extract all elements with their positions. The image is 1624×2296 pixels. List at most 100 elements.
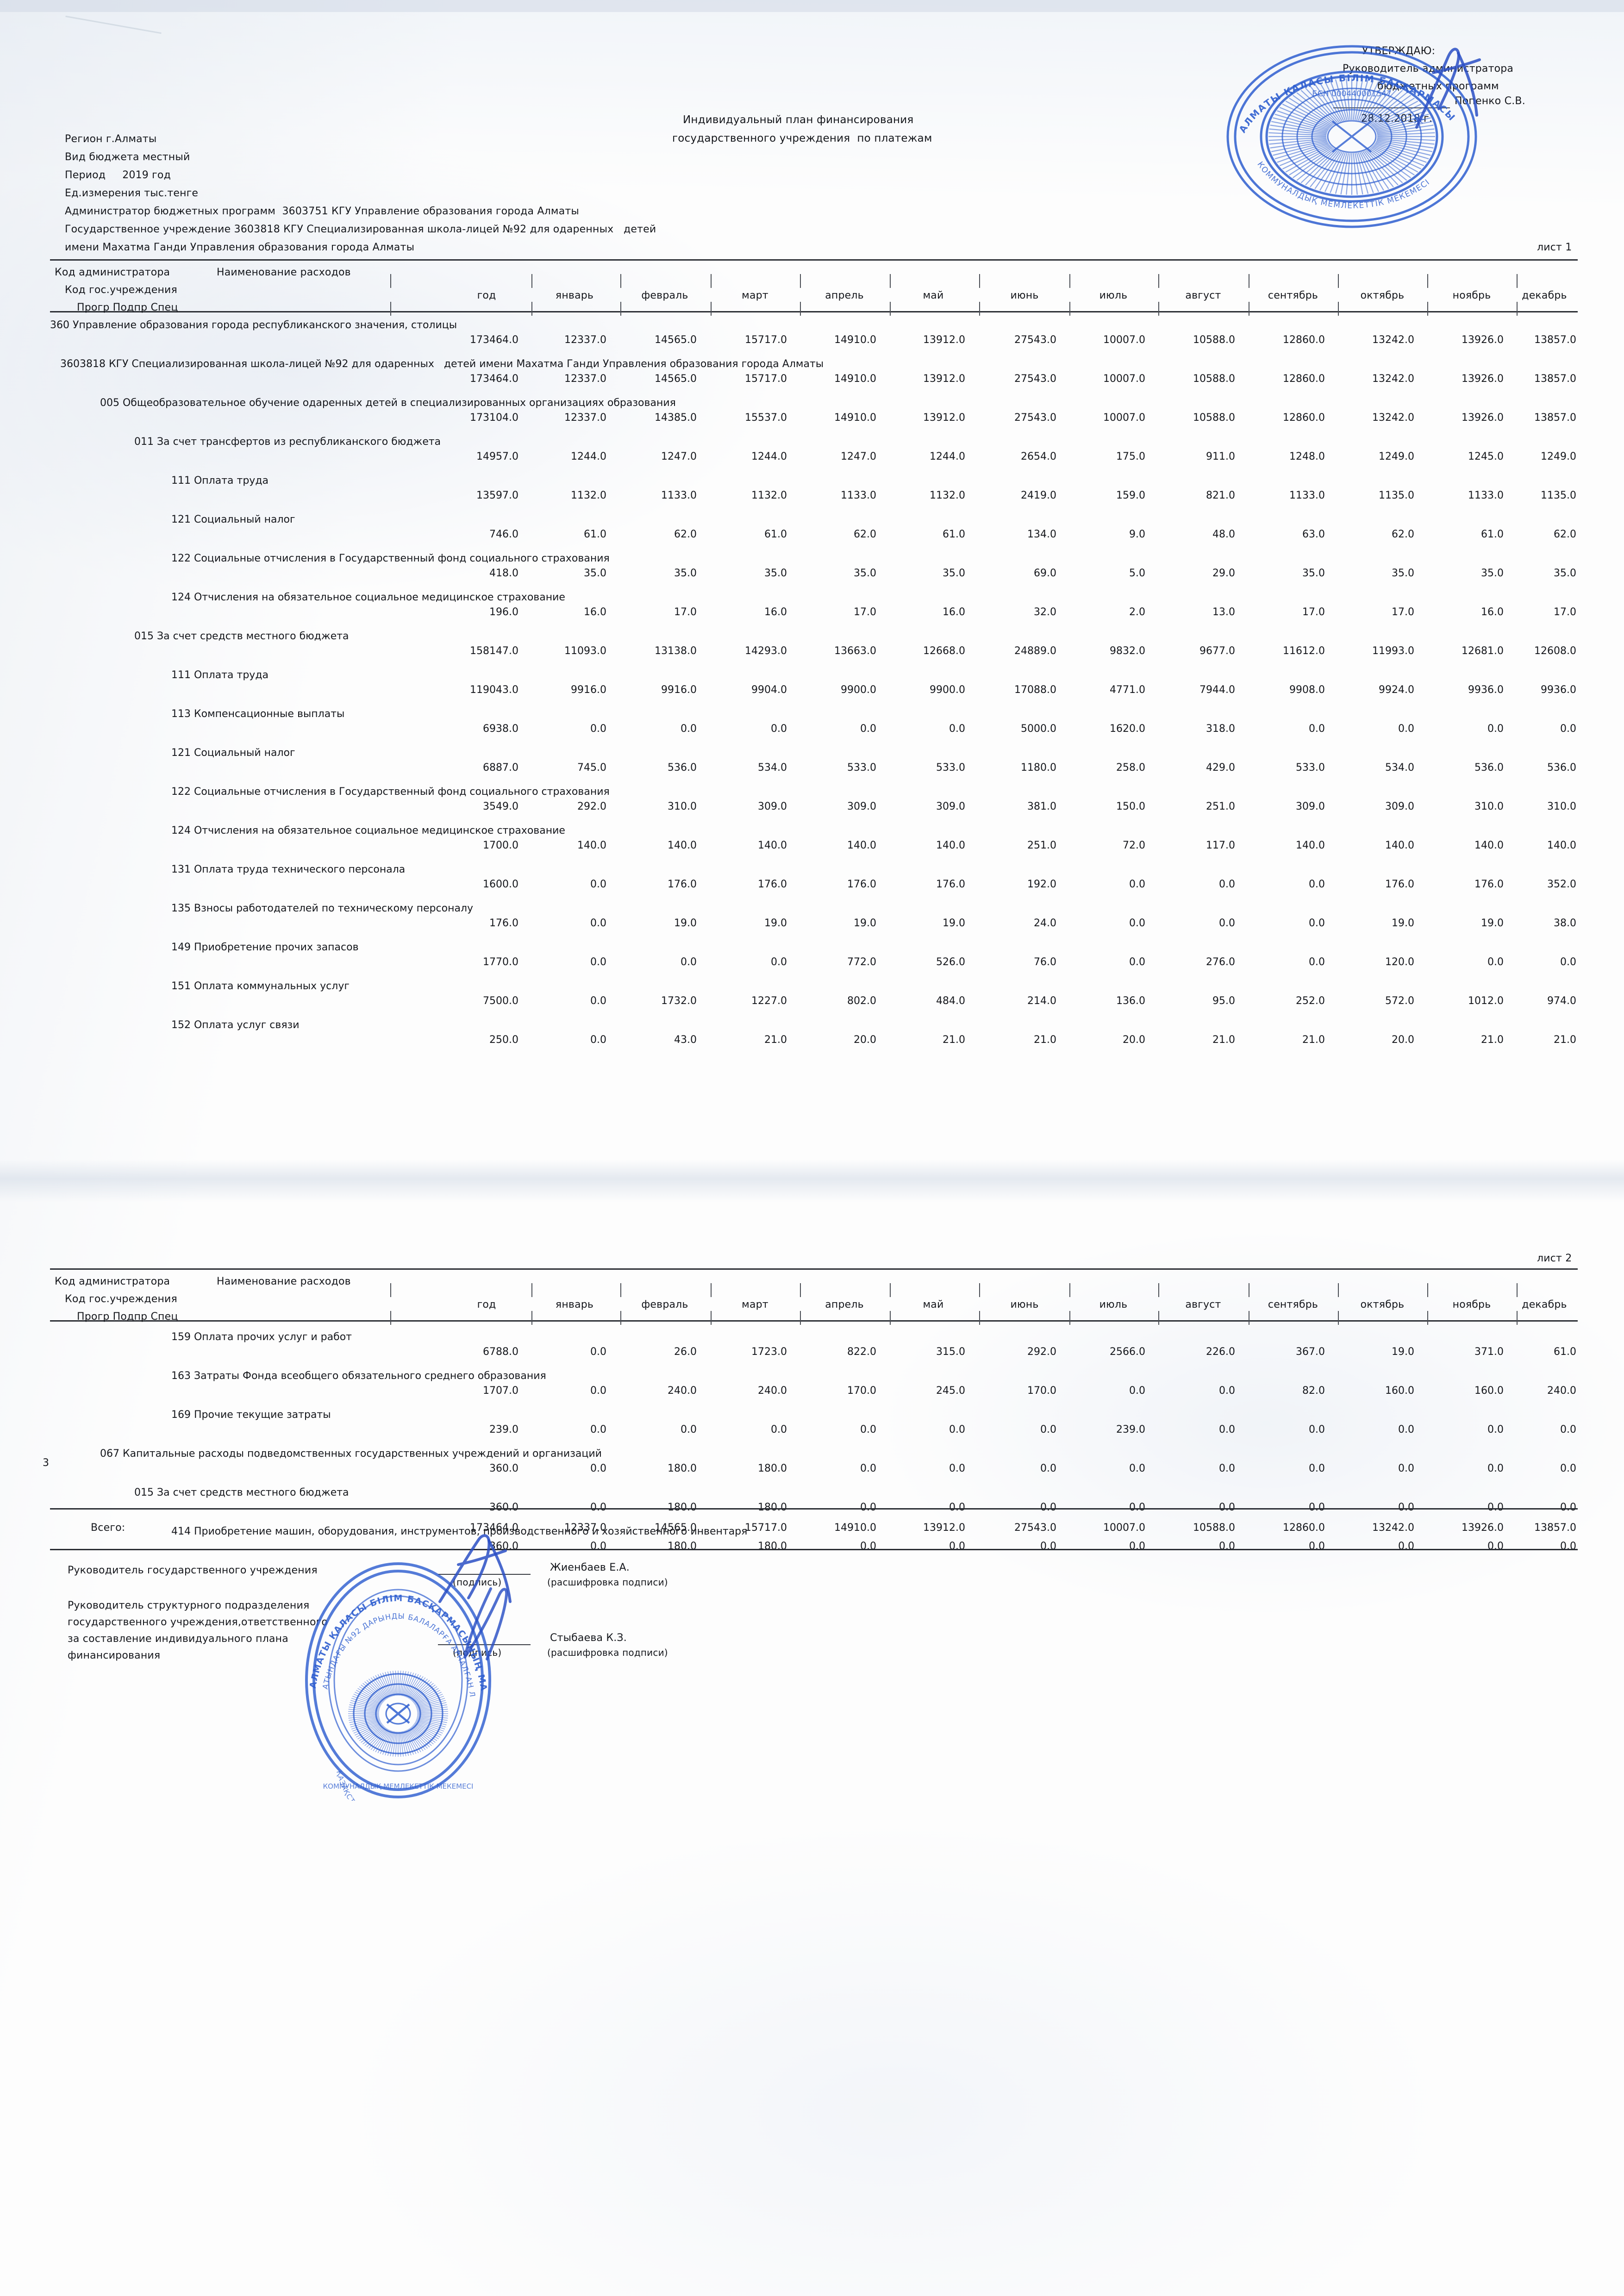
cell-value: 62.0 [1554, 529, 1576, 540]
column-header-октябрь: октябрь [1360, 290, 1405, 301]
cell-value: 13242.0 [1372, 334, 1414, 346]
cell-value: 0.0 [590, 956, 606, 968]
cell-value: 1244.0 [751, 451, 787, 462]
cell-value: 0.0 [949, 1502, 965, 1513]
cell-value: 14565.0 [655, 373, 697, 385]
column-header-год: год [477, 290, 496, 301]
column-header-июнь: июнь [1010, 1299, 1039, 1310]
row-label-149: 149 Приобретение прочих запасов [171, 942, 359, 953]
cell-value: 0.0 [590, 1541, 606, 1552]
cell-value: 3549.0 [483, 801, 518, 812]
cell-value: 0.0 [949, 1541, 965, 1552]
cell-value: 0.0 [860, 1502, 876, 1513]
cell-value: 16.0 [1481, 606, 1504, 618]
cell-value: 173464.0 [470, 373, 518, 385]
cell-value: 76.0 [1034, 956, 1056, 968]
cell-value: 2654.0 [1021, 451, 1056, 462]
approve-label: УТВЕРЖДАЮ: [1362, 45, 1436, 57]
meta-institution-cont: имени Махатма Ганди Управления образован… [65, 242, 415, 253]
total-cell-value: 13912.0 [923, 1522, 965, 1534]
cell-value: 20.0 [1392, 1034, 1414, 1046]
cell-value: 48.0 [1212, 529, 1235, 540]
total-cell-value: 12860.0 [1283, 1522, 1325, 1534]
cell-value: 1132.0 [571, 490, 606, 501]
cell-value: 0.0 [1560, 1463, 1576, 1474]
cell-value: 0.0 [860, 1424, 876, 1435]
cell-value: 0.0 [1309, 1502, 1325, 1513]
cell-value: 13857.0 [1534, 373, 1576, 385]
cell-value: 2566.0 [1110, 1346, 1145, 1358]
cell-value: 12668.0 [923, 645, 965, 657]
column-header-ноябрь: ноябрь [1452, 290, 1491, 301]
cell-value: 310.0 [1474, 801, 1504, 812]
cell-value: 0.0 [1560, 1424, 1576, 1435]
column-separator [1427, 1311, 1428, 1325]
column-separator [390, 1311, 391, 1325]
cell-value: 6887.0 [483, 762, 518, 774]
cell-value: 276.0 [1206, 956, 1235, 968]
cell-value: 13926.0 [1462, 412, 1504, 424]
cell-value: 0.0 [1219, 917, 1235, 929]
cell-value: 0.0 [1487, 723, 1504, 735]
cell-value: 310.0 [668, 801, 697, 812]
cell-value: 120.0 [1385, 956, 1414, 968]
header2-code-administrator: Код администратора [55, 1276, 170, 1287]
column-separator [890, 302, 891, 316]
column-separator [1427, 274, 1428, 288]
cell-value: 9908.0 [1289, 684, 1325, 696]
cell-value: 35.0 [854, 568, 876, 579]
column-header-сентябрь: сентябрь [1268, 1299, 1318, 1310]
column-separator [531, 1311, 532, 1325]
column-separator [1517, 302, 1518, 316]
cell-value: 360.0 [489, 1541, 518, 1552]
cell-value: 10007.0 [1103, 373, 1145, 385]
column-header-июнь: июнь [1010, 290, 1039, 301]
cell-value: 17.0 [1302, 606, 1325, 618]
cell-value: 11612.0 [1283, 645, 1325, 657]
cell-value: 318.0 [1206, 723, 1235, 735]
cell-value: 240.0 [1547, 1385, 1576, 1397]
signature-decode-caption-2: (расшифровка подписи) [547, 1647, 668, 1658]
cell-value: 180.0 [668, 1463, 697, 1474]
cell-value: 0.0 [1129, 1385, 1145, 1397]
cell-value: 10007.0 [1103, 412, 1145, 424]
cell-value: 1244.0 [571, 451, 606, 462]
cell-value: 1012.0 [1468, 995, 1504, 1007]
column-separator [1338, 1283, 1339, 1297]
header-code-institution: Код гос.учреждения [65, 284, 177, 296]
column-separator [711, 302, 712, 316]
column-separator [800, 302, 801, 316]
column-separator [1158, 1283, 1159, 1297]
approve-signature-line [1333, 107, 1450, 108]
cell-value: 310.0 [1547, 801, 1576, 812]
cell-value: 0.0 [590, 1034, 606, 1046]
header-code-administrator: Код администратора [55, 267, 170, 278]
cell-value: 0.0 [1487, 1463, 1504, 1474]
approve-role-line2: бюджетных программ [1377, 81, 1499, 92]
cell-value: 1132.0 [751, 490, 787, 501]
cell-value: 746.0 [489, 529, 518, 540]
column-separator [890, 1283, 891, 1297]
cell-value: 0.0 [1398, 1541, 1414, 1552]
column-separator [1069, 274, 1070, 288]
column-separator [1427, 1283, 1428, 1297]
column-separator [620, 1311, 621, 1325]
column-separator [979, 1311, 980, 1325]
cell-value: 974.0 [1547, 995, 1576, 1007]
column-separator [1158, 1311, 1159, 1325]
cell-value: 0.0 [1309, 956, 1325, 968]
cell-value: 1180.0 [1021, 762, 1056, 774]
column-header-март: март [742, 1299, 768, 1310]
cell-value: 62.0 [854, 529, 876, 540]
cell-value: 17.0 [674, 606, 697, 618]
cell-value: 160.0 [1385, 1385, 1414, 1397]
cell-value: 2419.0 [1021, 490, 1056, 501]
row-label-159: 159 Оплата прочих услуг и работ [171, 1331, 352, 1343]
approve-role-line1: Руководитель администратора [1343, 63, 1514, 75]
column-header-октябрь: октябрь [1360, 1299, 1405, 1310]
cell-value: 0.0 [590, 995, 606, 1007]
cell-value: 17.0 [854, 606, 876, 618]
cell-value: 21.0 [1554, 1034, 1576, 1046]
cell-value: 1249.0 [1541, 451, 1576, 462]
sheet-separator [0, 1160, 1624, 1202]
